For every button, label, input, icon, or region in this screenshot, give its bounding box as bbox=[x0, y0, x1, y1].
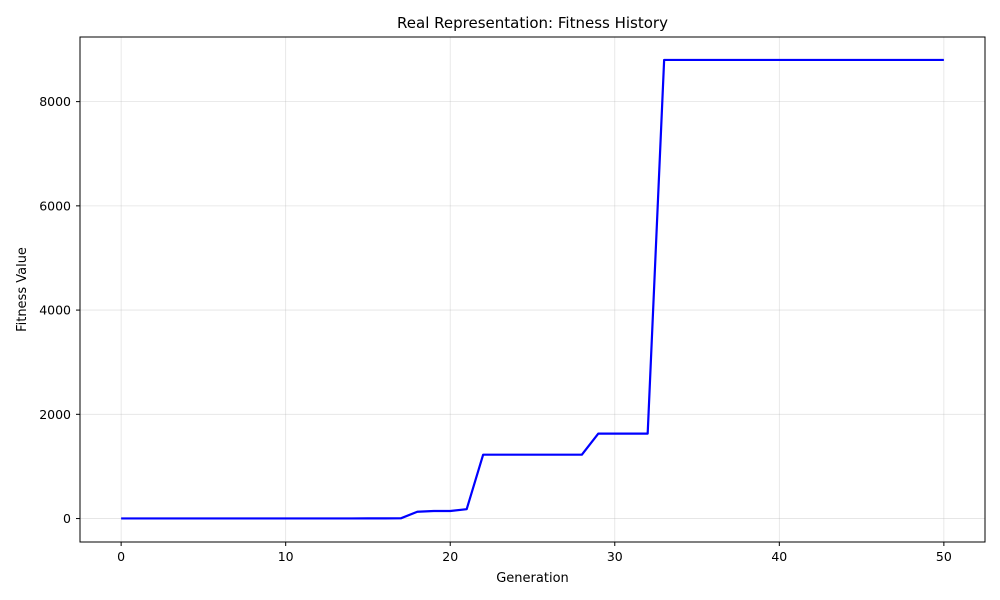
axis-ticks: 0 10 20 30 40 50 0 2000 4000 6000 8000 bbox=[39, 94, 952, 564]
series-layer bbox=[121, 58, 944, 520]
x-tick-label: 0 bbox=[117, 549, 125, 564]
x-tick-label: 40 bbox=[771, 549, 787, 564]
x-tick-label: 10 bbox=[278, 549, 294, 564]
y-tick-label: 2000 bbox=[39, 407, 71, 422]
y-tick-label: 0 bbox=[63, 511, 71, 526]
fitness-line bbox=[121, 58, 944, 520]
chart-title: Real Representation: Fitness History bbox=[397, 14, 668, 32]
x-tick-label: 30 bbox=[607, 549, 623, 564]
y-tick-label: 4000 bbox=[39, 303, 71, 318]
x-tick-label: 50 bbox=[936, 549, 952, 564]
y-tick-label: 6000 bbox=[39, 198, 71, 213]
x-axis-label: Generation bbox=[496, 571, 569, 586]
x-tick-label: 20 bbox=[442, 549, 458, 564]
plot-frame bbox=[79, 36, 986, 543]
y-tick-label: 8000 bbox=[39, 94, 71, 109]
y-axis-label: Fitness Value bbox=[15, 247, 30, 332]
